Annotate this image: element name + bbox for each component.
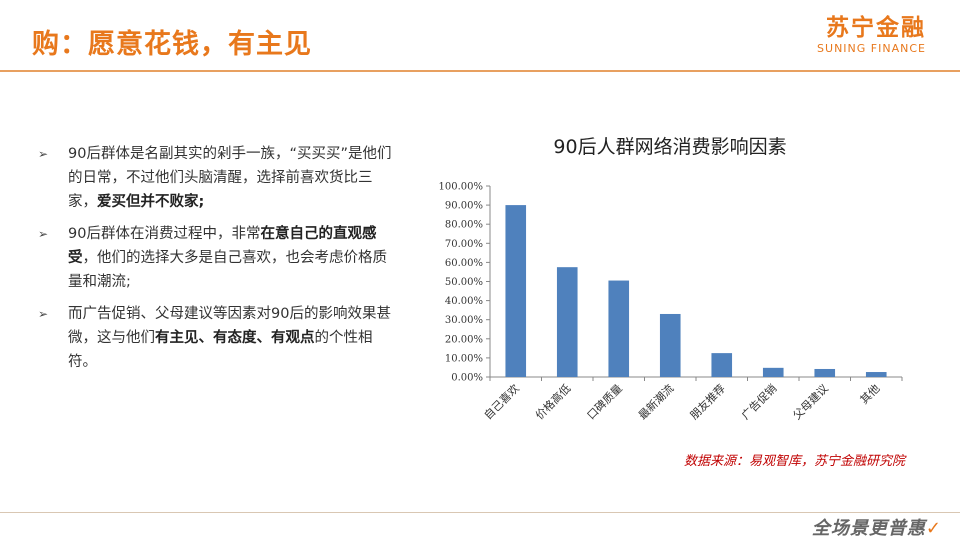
bar xyxy=(711,353,733,377)
bar xyxy=(865,372,887,377)
arrow-bullet-icon: ➢ xyxy=(38,147,49,161)
x-tick-label: 其他 xyxy=(858,382,883,407)
y-tick-label: 80.00% xyxy=(445,220,483,231)
bar xyxy=(608,280,630,377)
chart-title: 90后人群网络消费影响因素 xyxy=(553,136,787,158)
y-tick-label: 70.00% xyxy=(445,239,483,250)
y-tick-label: 50.00% xyxy=(445,277,483,288)
x-tick-label: 最新潮流 xyxy=(635,381,676,422)
logo-text-cn: 苏宁金融 xyxy=(826,15,926,41)
bullet-text: 而广告促销、父母建议等因素对90后的影响效果甚微，这与他们有主见、有态度、有观点… xyxy=(68,302,398,374)
bullet-run: 90后群体在消费过程中，非常 xyxy=(68,226,261,242)
bullet-run: ，他们的选择大多是自己喜欢，也会考虑价格质量和潮流; xyxy=(68,250,387,290)
x-tick-label: 朋友推荐 xyxy=(687,381,728,422)
brand-logo: 苏宁金融 SUNING FINANCE xyxy=(817,14,926,56)
arrow-bullet-icon: ➢ xyxy=(38,227,49,241)
bullet-text: 90后群体是名副其实的剁手一族，“买买买”是他们的日常，不过他们头脑清醒，选择前… xyxy=(68,142,398,214)
bullet-emphasis: 有主见、有态度、有观点 xyxy=(155,330,315,346)
y-tick-label: 30.00% xyxy=(445,315,483,326)
bullet-emphasis: 在意自己的直观感受 xyxy=(68,226,377,266)
bullet-text: 90后群体在消费过程中，非常在意自己的直观感受，他们的选择大多是自己喜欢，也会考… xyxy=(68,222,398,294)
bar xyxy=(505,205,527,377)
chart-canvas: 0.00% 10.00% 20.00% 30.00% 40.00% 50.00% 60.00… xyxy=(439,182,903,422)
arrow-bullet-icon: ➢ xyxy=(38,307,49,321)
y-tick-label: 60.00% xyxy=(445,258,483,269)
footer-logo: 全场景更普惠✓ xyxy=(812,514,942,540)
footer-logo-text: 全场景更普惠 xyxy=(811,518,926,539)
bar-chart: 90后人群网络消费影响因素 0.00% 10.00% 20.00% 30.00% 40.… xyxy=(420,120,920,480)
y-tick-label: 40.00% xyxy=(445,296,483,307)
bullet-run: 的个性相符。 xyxy=(68,330,373,370)
header-divider xyxy=(0,70,960,72)
bullet-item: ➢ 90后群体在消费过程中，非常在意自己的直观感受，他们的选择大多是自己喜欢，也… xyxy=(38,222,398,294)
bar xyxy=(556,267,578,377)
page-title: 购：愿意花钱，有主见 xyxy=(32,29,312,60)
y-tick-label: 90.00% xyxy=(445,201,483,212)
bullet-run: 90后群体是名副其实的剁手一族，“买买买”是他们的日常，不过他们头脑清醒，选择前… xyxy=(68,146,392,210)
y-tick-label: 0.00% xyxy=(451,373,483,384)
y-tick-label: 20.00% xyxy=(445,334,483,345)
bullet-run: 而广告促销、父母建议等因素对90后的影响效果甚微，这与他们 xyxy=(68,306,391,346)
x-tick-label: 广告促销 xyxy=(738,381,779,422)
footer-divider xyxy=(0,512,960,513)
logo-text-en: SUNING FINANCE xyxy=(817,42,926,55)
x-tick-label: 口碑质量 xyxy=(585,382,625,422)
bar xyxy=(814,368,836,377)
bar xyxy=(659,313,681,377)
y-tick-label: 100.00% xyxy=(439,182,484,193)
bullet-emphasis: 爱买但并不败家; xyxy=(97,194,205,210)
bar xyxy=(762,367,784,377)
x-tick-label: 自己喜欢 xyxy=(481,381,522,422)
check-icon: ✓ xyxy=(925,518,942,539)
bullet-list: ➢ 90后群体是名副其实的剁手一族，“买买买”是他们的日常，不过他们头脑清醒，选… xyxy=(38,142,398,382)
bullet-item: ➢ 而广告促销、父母建议等因素对90后的影响效果甚微，这与他们有主见、有态度、有… xyxy=(38,302,398,374)
y-tick-label: 10.00% xyxy=(445,353,483,364)
x-tick-label: 父母建议 xyxy=(790,381,831,422)
bullet-item: ➢ 90后群体是名副其实的剁手一族，“买买买”是他们的日常，不过他们头脑清醒，选… xyxy=(38,142,398,214)
x-tick-label: 价格高低 xyxy=(532,381,573,422)
source-note: 数据来源：易观智库，苏宁金融研究院 xyxy=(683,454,905,469)
